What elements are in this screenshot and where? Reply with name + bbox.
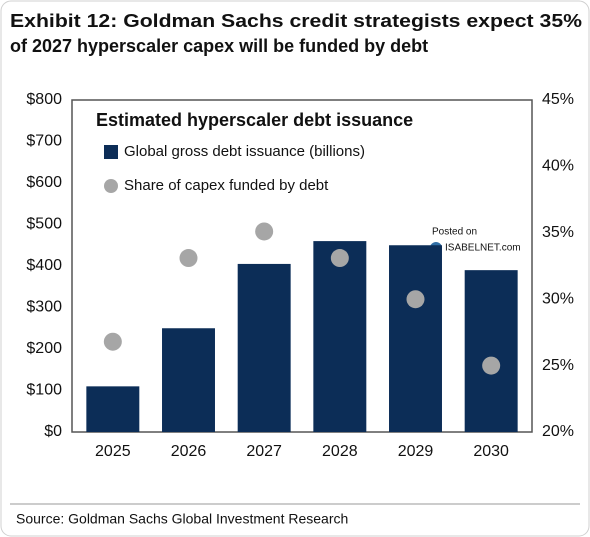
bar	[464, 270, 518, 432]
bar	[313, 241, 367, 432]
y2-tick-label: 35%	[542, 224, 574, 241]
y2-tick-label: 40%	[542, 158, 574, 175]
chart-title: Exhibit 12: Goldman Sachs credit strateg…	[10, 11, 582, 31]
y-tick-label: $400	[26, 257, 62, 274]
x-tick-label: 2026	[171, 443, 207, 460]
y-tick-label: $300	[26, 299, 62, 316]
chart-title: of 2027 hyperscaler capex will be funded…	[10, 36, 428, 56]
legend-label: Share of capex funded by debt	[124, 177, 329, 194]
y2-tick-label: 45%	[542, 91, 574, 108]
bar	[86, 386, 140, 432]
inner-title: Estimated hyperscaler debt issuance	[96, 110, 413, 130]
y-tick-label: $0	[44, 423, 62, 440]
source: Source: Goldman Sachs Global Investment …	[16, 511, 348, 527]
legend-label: Global gross debt issuance (billions)	[124, 143, 365, 160]
legend-swatch	[104, 145, 118, 159]
watermark: ISABELNET.com	[445, 243, 521, 254]
x-tick-label: 2030	[473, 443, 509, 460]
y-tick-label: $200	[26, 340, 62, 357]
point	[406, 290, 425, 309]
y-tick-label: $800	[26, 91, 62, 108]
bar	[237, 263, 291, 432]
y-tick-label: $500	[26, 216, 62, 233]
x-tick-label: 2029	[398, 443, 434, 460]
bar	[389, 245, 442, 432]
point	[482, 356, 501, 375]
point	[255, 222, 274, 241]
plot-area	[71, 99, 533, 433]
y-tick-label: $100	[26, 382, 62, 399]
bar	[162, 328, 215, 432]
legend-swatch	[104, 179, 118, 193]
y-tick-label: $600	[26, 174, 62, 191]
y-tick-label: $700	[26, 133, 62, 150]
x-tick-label: 2028	[322, 443, 358, 460]
y2-tick-label: 25%	[542, 357, 574, 374]
y2-tick-label: 30%	[542, 290, 574, 307]
point	[103, 332, 122, 351]
watermark: Posted on	[432, 227, 477, 238]
point	[179, 249, 198, 268]
y2-tick-label: 20%	[542, 423, 574, 440]
x-tick-label: 2027	[246, 443, 282, 460]
x-tick-label: 2025	[95, 443, 131, 460]
point	[330, 249, 349, 268]
